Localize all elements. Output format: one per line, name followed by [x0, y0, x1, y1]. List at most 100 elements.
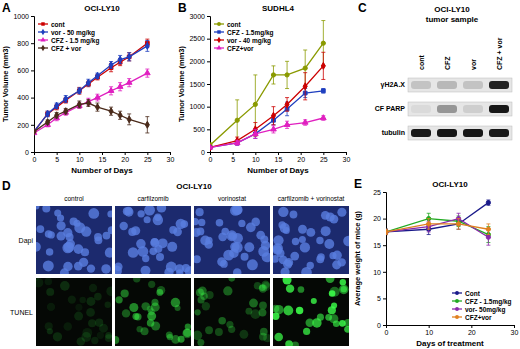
cells — [194, 206, 270, 274]
nucleus — [153, 215, 163, 225]
tunel-cell — [197, 339, 204, 346]
legend: contCFZ - 1.5mg/kgvor - 40 mg/kgCFZ+vor — [214, 21, 274, 52]
chart-panel: EOCI-LY1001020300510152025ContCFZ - 1.5m… — [353, 177, 518, 348]
x-tick-mark — [514, 325, 515, 328]
nucleus — [321, 226, 331, 236]
legend-entry: vor- 50mg/kg — [452, 306, 505, 314]
legend-marker — [41, 22, 44, 25]
row-label: tubulin — [382, 129, 405, 136]
column-label: carfilzomib + vorinostat — [278, 195, 345, 202]
error-bar — [109, 107, 113, 115]
y-tick: 200 — [17, 122, 34, 129]
lane-label: cont — [418, 55, 425, 70]
nucleus — [128, 247, 139, 258]
tunel-cell — [105, 302, 111, 308]
x-axis-line — [387, 326, 515, 329]
tunel-cell — [166, 331, 173, 338]
y-tick: 2500 — [189, 35, 210, 42]
x-tick-mark — [170, 152, 171, 155]
nucleus — [196, 208, 204, 216]
error-bar — [77, 87, 81, 94]
error-bar-cap — [427, 213, 431, 214]
error-bar — [285, 121, 289, 128]
series — [34, 39, 149, 133]
error-bar — [118, 111, 122, 119]
x-tick-label: 20 — [297, 156, 305, 163]
error-bar-cap — [486, 234, 490, 235]
tunel-cell — [68, 295, 76, 303]
micrograph-background — [273, 278, 349, 346]
marker — [77, 101, 81, 108]
nucleus — [216, 219, 224, 227]
tunel-cell — [245, 308, 252, 315]
nucleus — [54, 210, 61, 217]
marker — [303, 66, 307, 70]
nucleus — [144, 206, 155, 216]
error-bar — [271, 126, 275, 133]
x-axis-title: Days of treatment — [416, 339, 484, 348]
tunel-cell — [259, 302, 267, 310]
row-label: CF PARP — [375, 105, 406, 112]
tunel-cell — [330, 287, 340, 297]
tunel-cell — [60, 281, 70, 291]
legend-marker — [40, 37, 45, 42]
marker — [285, 101, 289, 108]
tunel-cell — [122, 309, 130, 317]
nucleus — [36, 206, 40, 210]
tunel-cell — [194, 331, 202, 341]
error-bar — [55, 103, 59, 108]
legend-label: vor- 50mg/kg — [465, 306, 505, 314]
error-bar-cap — [253, 74, 257, 75]
error-bar-cap — [303, 99, 307, 100]
error-bar — [386, 229, 388, 234]
x-tick: 5 — [231, 152, 235, 163]
error-bar-cap — [427, 231, 431, 232]
legend-marker — [455, 291, 459, 295]
y-tick-label: 2500 — [189, 35, 205, 42]
marker — [127, 116, 131, 123]
nucleus — [94, 233, 102, 241]
nucleus — [343, 236, 349, 247]
error-bar — [386, 229, 388, 234]
legend-marker — [217, 30, 220, 33]
tunel-cell — [95, 319, 103, 327]
tunel-cell — [74, 312, 83, 321]
cells — [36, 278, 112, 346]
marker — [271, 73, 275, 77]
y-tick: 10 — [373, 269, 386, 276]
series — [34, 40, 149, 135]
nucleus — [167, 242, 177, 252]
y-axis: 050010001500200025003000 — [189, 13, 210, 156]
y-tick-label: 400 — [17, 94, 29, 101]
marker — [46, 119, 50, 126]
x-tick-label: 10 — [76, 156, 84, 163]
band — [489, 81, 509, 89]
marker — [320, 115, 326, 120]
error-bar — [271, 107, 275, 125]
error-bar — [486, 200, 490, 205]
row-label: TUNEL — [10, 309, 33, 316]
x-tick: 20 — [121, 152, 129, 163]
series-line — [210, 118, 323, 147]
x-tick-mark — [429, 325, 430, 328]
micrograph — [193, 275, 272, 346]
tunel-cell — [226, 321, 233, 328]
nucleus — [332, 260, 341, 269]
tunel-cell — [129, 303, 138, 312]
marker — [253, 102, 257, 106]
micrograph — [191, 205, 271, 277]
tunel-cell — [53, 332, 62, 341]
tunel-cell — [341, 286, 347, 292]
marker — [210, 144, 213, 149]
y-axis-line — [207, 17, 211, 153]
error-bar-cap — [457, 229, 461, 230]
error-bar — [127, 79, 131, 87]
series-line — [210, 43, 323, 145]
tunel-cell — [136, 326, 142, 332]
marker — [34, 128, 36, 135]
legend-label: CFZ+vor — [465, 314, 492, 321]
nucleus — [244, 242, 254, 252]
tunel-cell — [86, 308, 95, 317]
marker — [427, 222, 431, 226]
micrograph — [272, 274, 352, 349]
